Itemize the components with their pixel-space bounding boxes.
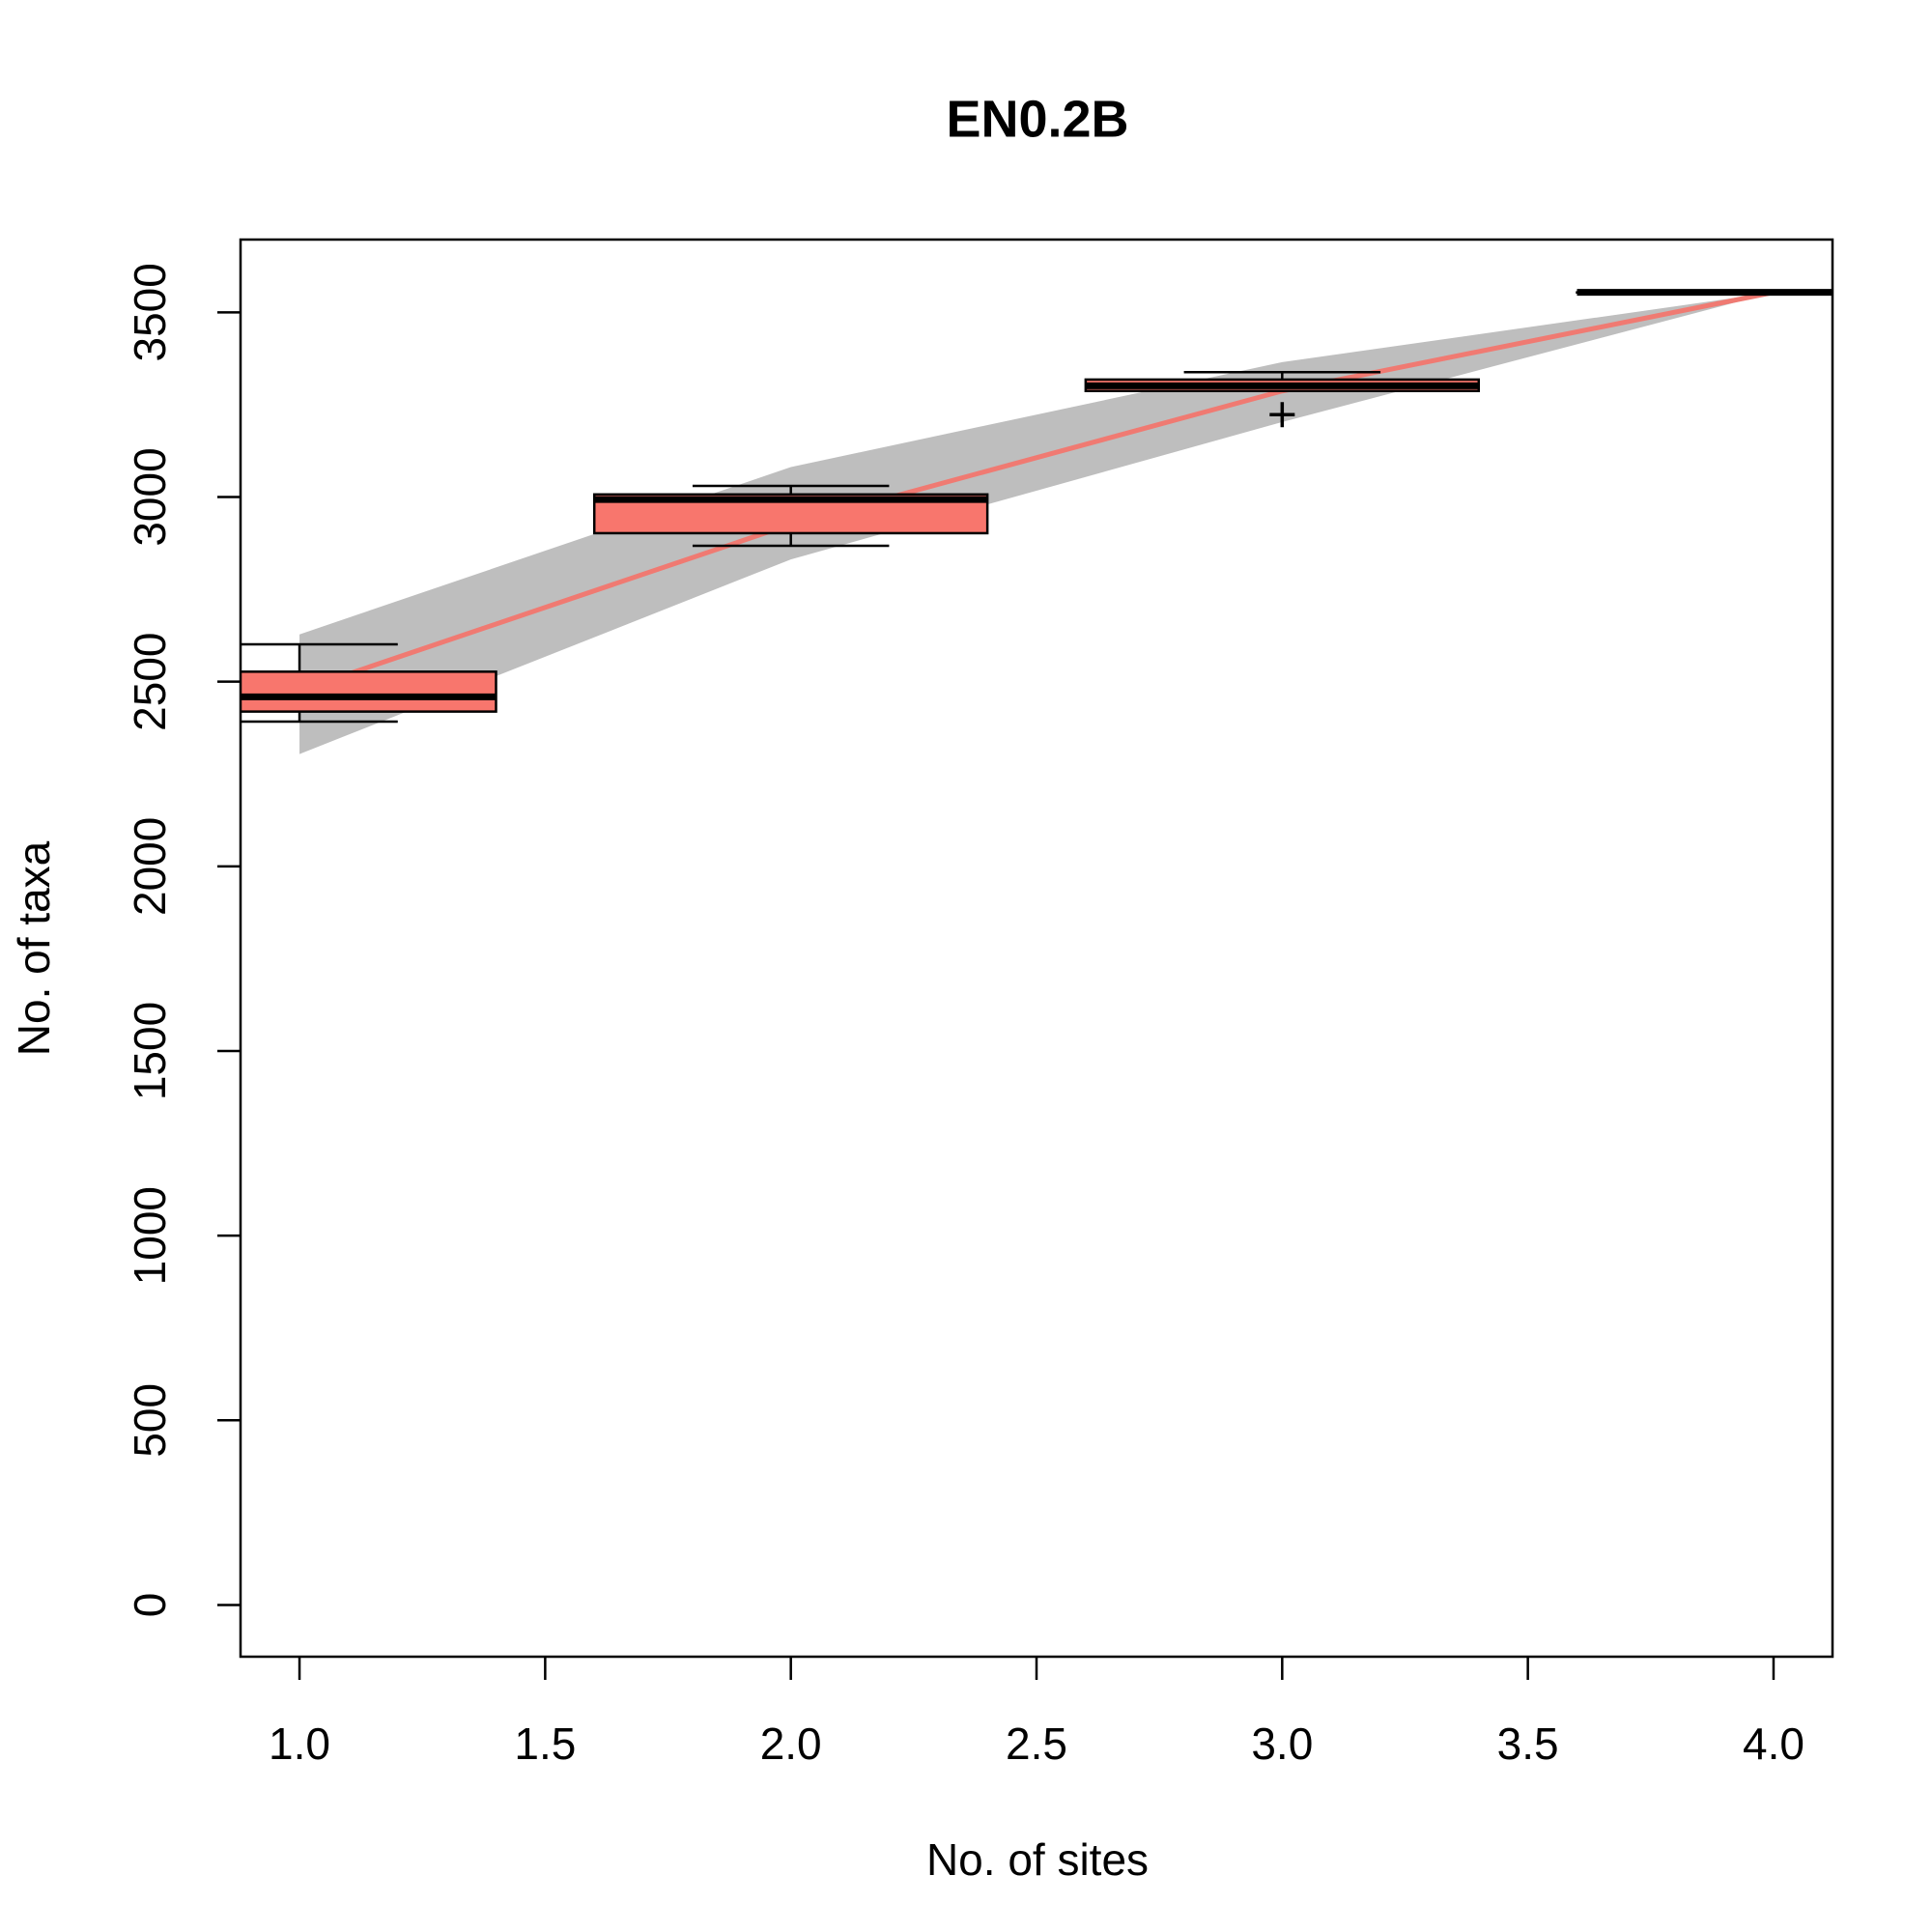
x-tick-label: 3.5	[1497, 1719, 1559, 1769]
y-tick-label: 1000	[125, 1186, 175, 1285]
x-tick-label: 1.0	[269, 1719, 330, 1769]
richness-line	[298, 290, 1775, 694]
x-tick-label: 4.0	[1743, 1719, 1804, 1769]
x-tick-label: 2.0	[760, 1719, 822, 1769]
y-tick-label: 1500	[125, 1002, 175, 1100]
y-tick-label: 2000	[125, 817, 175, 916]
x-tick-label: 2.5	[1006, 1719, 1067, 1769]
sd-band	[299, 292, 1774, 754]
y-tick-label: 500	[125, 1383, 175, 1458]
y-axis-label: No. of taxa	[9, 840, 59, 1056]
plot-area	[241, 289, 1833, 754]
box	[241, 670, 497, 713]
outlier	[1269, 402, 1295, 428]
y-tick-label: 0	[125, 1593, 175, 1618]
chart-title: EN0.2B	[946, 90, 1128, 148]
y-tick-label: 3500	[125, 263, 175, 361]
x-tick-label: 1.5	[514, 1719, 576, 1769]
y-tick-label: 2500	[125, 632, 175, 730]
x-axis-label: No. of sites	[926, 1834, 1149, 1885]
y-tick-label: 3000	[125, 447, 175, 546]
x-tick-label: 3.0	[1251, 1719, 1313, 1769]
